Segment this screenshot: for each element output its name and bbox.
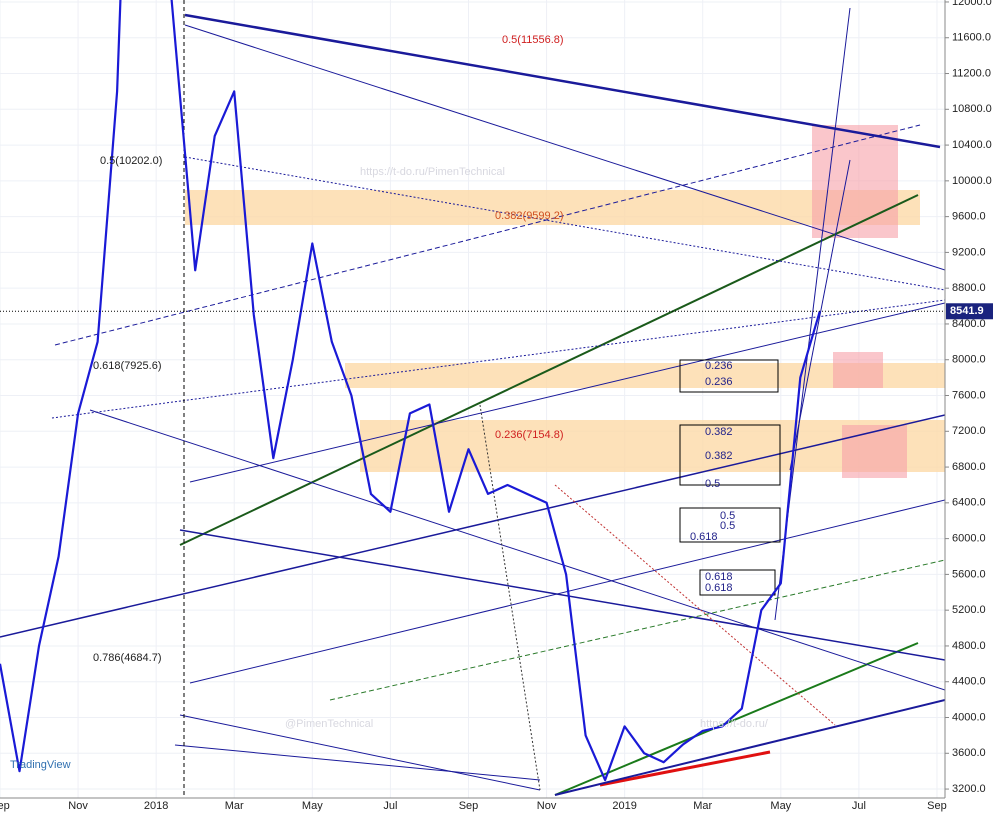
annotation: 0.382: [705, 450, 733, 462]
fib-box: [679, 507, 781, 543]
zone: [842, 425, 907, 478]
y-tick-label: 7600.0: [952, 389, 986, 401]
fib-box: [699, 569, 776, 596]
annotation: https://t-do.ru/PimenTechnical: [360, 166, 505, 178]
y-tick-label: 8800.0: [952, 282, 986, 294]
y-tick-label: 3200.0: [952, 783, 986, 795]
annotation: TradingView: [10, 759, 71, 771]
x-tick-label: Mar: [225, 800, 244, 812]
x-tick-label: Nov: [537, 800, 557, 812]
x-tick-label: 2019: [612, 800, 636, 812]
trend-lines: [0, 0, 945, 798]
grid: [0, 0, 945, 798]
last-price-box: [946, 303, 993, 320]
x-tick-label: Jul: [852, 800, 866, 812]
y-tick-label: 6800.0: [952, 461, 986, 473]
x-tick-label: May: [302, 800, 323, 812]
trend-line: [179, 529, 945, 661]
y-tick-label: 5200.0: [952, 604, 986, 616]
last-price-label: 8541.9: [950, 305, 984, 317]
trend-line: [329, 559, 945, 701]
trend-line: [599, 750, 771, 787]
annotation: 0.5(11556.8): [502, 34, 564, 46]
y-tick-label: 11600.0: [952, 32, 991, 44]
x-tick-label: Sep: [0, 800, 10, 812]
trend-line: [184, 24, 945, 271]
y-tick-label: 8000.0: [952, 354, 986, 366]
zone: [185, 190, 920, 225]
y-tick-label: 9200.0: [952, 246, 986, 258]
annotation: 0.382(9599.2): [495, 210, 564, 222]
trend-line: [789, 159, 851, 471]
y-tick-label: 3600.0: [952, 747, 986, 759]
x-tick-label: Sep: [927, 800, 947, 812]
y-tick-label: 10800.0: [952, 103, 992, 115]
y-tick-label: 10400.0: [952, 139, 992, 151]
annotation: 0.5: [705, 478, 720, 490]
y-tick-label: 5600.0: [952, 568, 986, 580]
y-tick-label: 4000.0: [952, 711, 986, 723]
zone: [833, 352, 883, 388]
y-tick-label: 4400.0: [952, 676, 986, 688]
y-tick-label: 10000.0: [952, 175, 992, 187]
x-tick-label: Sep: [459, 800, 479, 812]
trend-line: [54, 124, 921, 346]
fib-boxes: [679, 359, 781, 596]
y-tick-label: 7200.0: [952, 425, 986, 437]
annotation: @PimenTechnical: [285, 718, 373, 730]
y-tick-label: 9600.0: [952, 211, 986, 223]
y-tick-label: 8400.0: [952, 318, 986, 330]
x-tick-label: 2018: [144, 800, 168, 812]
annotation: 0.786(4684.7): [93, 652, 162, 664]
x-tick-label: Nov: [68, 800, 88, 812]
trend-line: [184, 156, 945, 291]
trend-line: [89, 409, 945, 691]
trend-line: [0, 414, 945, 638]
price-line: [0, 0, 821, 782]
y-tick-label: 12000.0: [952, 0, 992, 8]
x-tick-label: Jul: [383, 800, 397, 812]
fib-box: [679, 424, 781, 486]
trend-line: [189, 302, 945, 483]
annotation: 0.618: [705, 582, 733, 594]
annotation: 0.618: [690, 531, 718, 543]
trend-line: [184, 13, 941, 149]
series: [0, 0, 821, 782]
annotation: 0.618(7925.6): [93, 360, 162, 372]
annotation: 0.236(7154.8): [495, 429, 564, 441]
y-tick-label: 4800.0: [952, 640, 986, 652]
y-tick-label: 6000.0: [952, 533, 986, 545]
annotation: 0.5: [720, 510, 735, 522]
trend-line: [554, 699, 945, 796]
y-tick-label: 11200.0: [952, 67, 991, 79]
trend-line: [479, 404, 541, 791]
trend-line: [174, 744, 541, 781]
trend-line: [179, 194, 919, 546]
fib-box: [679, 359, 779, 393]
x-tick-label: May: [770, 800, 791, 812]
zones: [185, 125, 945, 478]
zone: [812, 125, 898, 238]
annotation: 0.236: [705, 376, 733, 388]
annotation: https://t-do.ru/: [700, 718, 769, 730]
annotation: 0.618: [705, 571, 733, 583]
annotation: 0.5(10202.0): [100, 155, 162, 167]
trend-line: [179, 714, 541, 791]
annotation: 0.5: [720, 520, 735, 532]
annotation: 0.236: [705, 360, 733, 372]
trend-line: [554, 484, 836, 726]
trend-line: [554, 642, 919, 796]
annotation: 0.382: [705, 426, 733, 438]
y-tick-label: 6400.0: [952, 497, 986, 509]
x-tick-label: Mar: [693, 800, 712, 812]
